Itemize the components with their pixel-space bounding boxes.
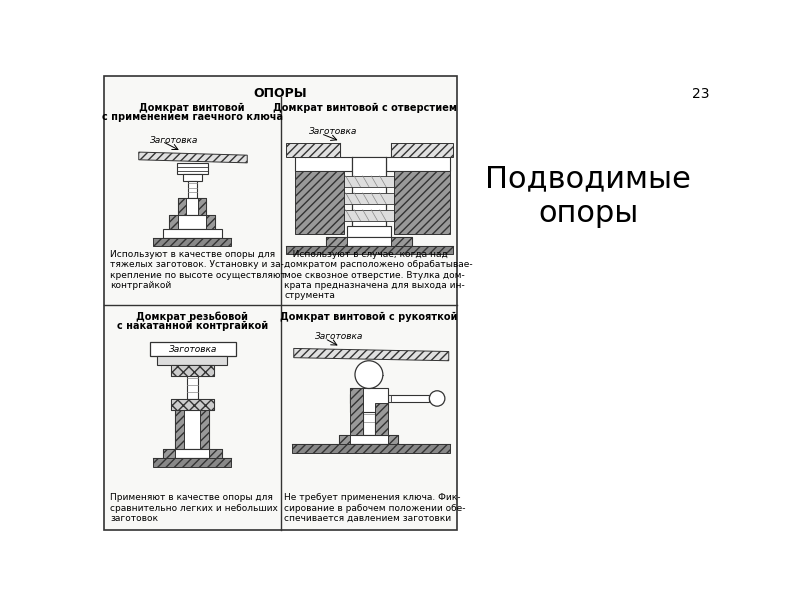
Polygon shape <box>292 444 450 453</box>
Bar <box>170 399 214 410</box>
Polygon shape <box>200 410 210 449</box>
Polygon shape <box>294 349 449 361</box>
Bar <box>187 181 197 198</box>
Text: Домкрат винтовой с отверстием: Домкрат винтовой с отверстием <box>273 103 457 113</box>
Bar <box>350 388 387 412</box>
Bar <box>375 395 390 403</box>
Polygon shape <box>206 215 215 229</box>
Polygon shape <box>162 449 175 458</box>
Bar <box>344 176 394 187</box>
Bar <box>350 394 362 403</box>
Polygon shape <box>154 238 231 246</box>
Circle shape <box>430 391 445 406</box>
Polygon shape <box>178 198 186 215</box>
Polygon shape <box>170 365 214 376</box>
Bar <box>158 356 227 365</box>
Text: Используют в качестве опоры для
тяжелых заготовок. Установку и за-
крепление по : Используют в качестве опоры для тяжелых … <box>110 250 286 290</box>
Polygon shape <box>387 434 398 444</box>
Bar <box>347 226 390 237</box>
Bar <box>104 76 457 530</box>
Text: Заготовка: Заготовка <box>310 127 358 136</box>
Bar <box>162 229 222 238</box>
Bar <box>344 193 394 203</box>
Bar <box>169 215 215 229</box>
Text: Домкрат резьбовой: Домкрат резьбовой <box>136 311 248 322</box>
Bar <box>326 237 411 246</box>
Polygon shape <box>390 237 411 246</box>
Polygon shape <box>326 237 347 246</box>
Polygon shape <box>295 170 344 234</box>
Text: ОПОРЫ: ОПОРЫ <box>254 86 307 100</box>
Bar <box>177 163 208 173</box>
Polygon shape <box>138 152 247 163</box>
Text: Домкрат винтовой: Домкрат винтовой <box>139 103 245 113</box>
Bar <box>375 395 430 403</box>
Bar <box>352 157 386 241</box>
Text: Используют в случае, когда над
домкратом расположено обрабатывае-
мое сквозное о: Используют в случае, когда над домкратом… <box>285 250 473 301</box>
Text: с применением гаечного ключа: с применением гаечного ключа <box>102 112 282 122</box>
Bar <box>187 376 198 399</box>
Text: Заготовка: Заготовка <box>150 136 198 145</box>
Text: Не требует применения ключа. Фик-
сирование в рабочем положении обе-
спечивается: Не требует применения ключа. Фик- сирова… <box>285 493 466 523</box>
Polygon shape <box>350 388 362 434</box>
Text: Заготовка: Заготовка <box>315 332 364 341</box>
Polygon shape <box>154 458 231 467</box>
Polygon shape <box>169 215 178 229</box>
Text: Подводимые: Подводимые <box>486 164 691 193</box>
Text: Заготовка: Заготовка <box>169 344 217 353</box>
Polygon shape <box>375 403 387 434</box>
Bar <box>178 198 206 215</box>
Bar <box>175 410 210 449</box>
Bar <box>295 157 450 170</box>
Polygon shape <box>390 143 453 157</box>
Circle shape <box>355 361 383 388</box>
Text: 23: 23 <box>692 86 710 101</box>
Polygon shape <box>170 399 214 410</box>
Text: Применяют в качестве опоры для
сравнительно легких и небольших
заготовок: Применяют в качестве опоры для сравнител… <box>110 493 278 523</box>
Polygon shape <box>210 449 222 458</box>
Text: с накатанной контргайкой: с накатанной контргайкой <box>117 321 268 331</box>
Text: опоры: опоры <box>538 199 638 228</box>
Bar <box>344 210 394 221</box>
Polygon shape <box>175 410 185 449</box>
Bar <box>150 342 236 356</box>
Polygon shape <box>339 434 350 444</box>
Polygon shape <box>286 143 340 157</box>
Polygon shape <box>286 246 453 254</box>
Text: Домкрат винтовой с рукояткой: Домкрат винтовой с рукояткой <box>280 311 458 322</box>
Bar <box>339 434 398 444</box>
Polygon shape <box>394 170 450 234</box>
Bar <box>170 365 214 376</box>
Bar <box>162 449 222 458</box>
Bar <box>183 173 202 181</box>
Bar <box>362 388 375 434</box>
Polygon shape <box>198 198 206 215</box>
